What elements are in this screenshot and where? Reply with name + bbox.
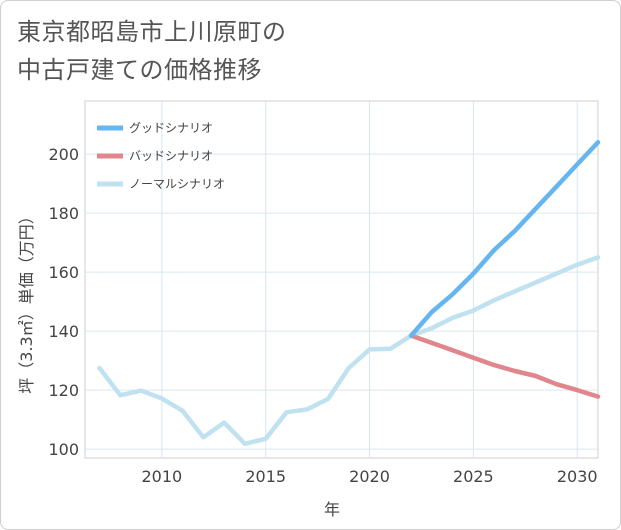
series-line-2 [97, 255, 601, 447]
y-tick-label: 100 [48, 440, 79, 459]
x-tick-label: 2025 [453, 467, 494, 486]
chart-title-line-1: 東京都昭島市上川原町の [17, 18, 287, 46]
plot-area [84, 100, 599, 459]
x-tick-label: 2015 [245, 467, 286, 486]
y-axis-title: 坪（3.3㎡）単価（万円） [17, 208, 36, 393]
y-tick-label: 200 [48, 145, 79, 164]
x-tick-label: 2010 [141, 467, 182, 486]
chart-title-line-2: 中古戸建ての価格推移 [17, 56, 262, 84]
chart-title: 東京都昭島市上川原町の 中古戸建ての価格推移 [17, 13, 287, 89]
series-lines [97, 140, 601, 447]
x-axis-title: 年 [324, 500, 340, 519]
legend-label: ノーマルシナリオ [129, 177, 225, 191]
tick-labels: 2010 2015 2020 2025 2030 100 120 140 160 180 200 [48, 145, 597, 486]
series-line-1 [408, 333, 601, 399]
series-line-0 [408, 140, 601, 338]
x-tick-label: 2020 [349, 467, 390, 486]
y-tick-label: 120 [48, 381, 79, 400]
x-tick-label: 2030 [557, 467, 598, 486]
y-tick-label: 180 [48, 204, 79, 223]
y-tick-label: 160 [48, 263, 79, 282]
legend-label: バッドシナリオ [129, 149, 213, 163]
y-tick-label: 140 [48, 322, 79, 341]
legend-label: グッドシナリオ [129, 121, 213, 135]
